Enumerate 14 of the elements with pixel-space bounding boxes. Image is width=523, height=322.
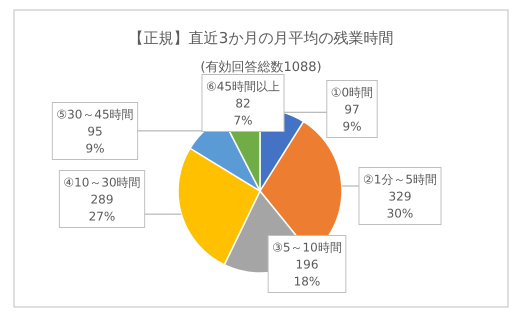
slice-label: ⑤30～45時間 bbox=[56, 108, 134, 122]
slice-label: ④10～30時間 bbox=[63, 176, 141, 190]
data-label: 289 27% bbox=[88, 192, 116, 224]
chart-subtitle: (有効回答総数1088) bbox=[200, 60, 322, 75]
data-label: 95 9% bbox=[85, 124, 105, 156]
data-label: 97 9% bbox=[342, 102, 362, 134]
slice-label: ⑥45時間以上 bbox=[206, 80, 280, 94]
slice-label: ①0時間 bbox=[330, 86, 374, 100]
data-label: 196 18% bbox=[294, 258, 320, 288]
slice-label: ③5～10時間 bbox=[272, 240, 342, 254]
data-label: 329 30% bbox=[386, 190, 414, 220]
data-label: 82 7% bbox=[233, 96, 253, 128]
slice-label: ②1分～5時間 bbox=[362, 172, 438, 186]
chart-title: 【正規】直近3か月の月平均の残業時間 bbox=[128, 29, 394, 47]
